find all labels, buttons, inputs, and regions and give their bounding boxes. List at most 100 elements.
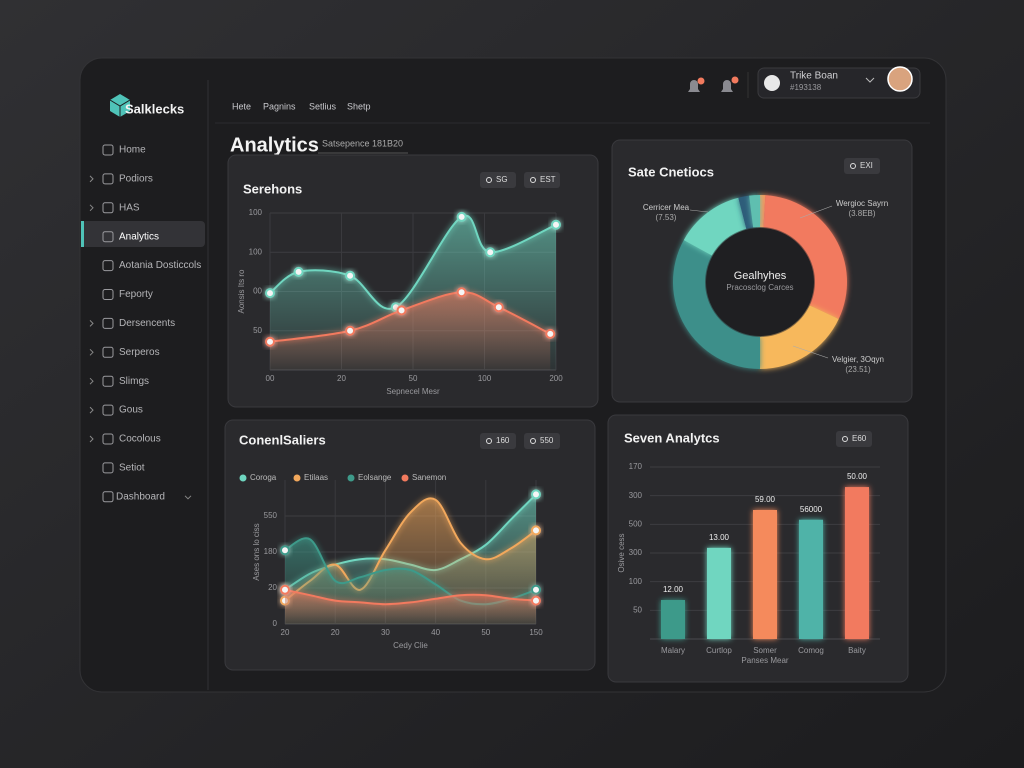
nav-item[interactable]: Aotania Dosticcols	[119, 260, 201, 271]
nav-item[interactable]: Slimgs	[119, 376, 149, 387]
notification-bell[interactable]	[721, 80, 733, 92]
nav-chevron	[89, 175, 94, 183]
button-icon	[486, 438, 492, 444]
nav-item[interactable]: Podiors	[119, 174, 153, 185]
point-marker	[545, 328, 556, 339]
notification-bell[interactable]	[688, 80, 700, 92]
nav-item[interactable]: Cocolous	[119, 434, 161, 445]
top-nav-item[interactable]: Shetp	[347, 101, 371, 111]
nav-icon	[102, 375, 114, 387]
top-nav-item[interactable]: Pagnins	[263, 101, 296, 111]
bar	[661, 600, 685, 639]
nav-icon	[102, 433, 114, 445]
nav-item[interactable]: Serperos	[119, 347, 160, 358]
user-name: Trike Boan	[790, 71, 838, 82]
nav-icon	[102, 404, 114, 416]
x-tick-label: 20	[331, 628, 340, 637]
top-nav-item[interactable]: Hete	[232, 101, 251, 111]
nav-item[interactable]: Analytics	[119, 231, 159, 242]
x-axis-label: Panses Mear	[741, 656, 788, 665]
point-marker	[485, 247, 496, 258]
notification-badge	[697, 77, 705, 85]
legend-label: Coroga	[250, 473, 277, 482]
donut-slice	[760, 195, 766, 228]
nav-item[interactable]: Setiot	[119, 463, 145, 474]
nav-chevron	[184, 495, 192, 500]
panel-button[interactable]	[524, 433, 560, 449]
nav-icon	[102, 346, 114, 358]
y-tick-label: 50	[253, 326, 262, 335]
chart-title: Sate Cnetiocs	[628, 164, 714, 179]
nav-icon	[102, 317, 114, 329]
bar-annotation: 50.00	[847, 472, 868, 481]
chart-title: Serehons	[243, 181, 302, 196]
x-tick-label: Comog	[798, 646, 824, 655]
nav-item[interactable]: Dersencents	[119, 318, 175, 329]
nav-item[interactable]: HAS	[119, 202, 140, 213]
nav-item[interactable]: Gous	[119, 405, 143, 416]
point-marker	[456, 211, 467, 222]
donut-slice	[763, 195, 847, 320]
button-label: SG	[496, 175, 508, 184]
panel-button[interactable]	[480, 172, 516, 188]
nav-item[interactable]: Feporty	[119, 289, 153, 300]
button-icon	[486, 177, 492, 183]
nav-icon	[102, 173, 114, 185]
legend-label: Sanemon	[412, 473, 446, 482]
nav-chevron	[89, 320, 94, 327]
annotation-value: (23.51)	[845, 365, 871, 374]
donut-slice	[749, 195, 760, 228]
y-tick-label: 170	[629, 462, 643, 471]
legend-swatch	[347, 474, 355, 482]
nav-chevron	[89, 406, 94, 414]
x-axis-label: Sepnecel Mesr	[386, 387, 440, 396]
x-tick-label: Malary	[661, 646, 685, 655]
annotation-value: (7.53)	[656, 213, 677, 222]
x-tick-label: 50	[481, 628, 490, 637]
panel-button[interactable]	[480, 433, 516, 449]
point-marker	[551, 219, 561, 230]
donut-hole	[706, 228, 814, 336]
nav-icon	[102, 231, 114, 243]
y-tick-label: 20	[268, 583, 277, 592]
line	[284, 588, 537, 606]
nav-chevron	[89, 377, 94, 385]
point-marker	[531, 525, 541, 536]
bar	[707, 547, 731, 639]
y-tick-label: 100	[249, 208, 263, 217]
x-tick-label: 200	[549, 374, 563, 383]
user-box[interactable]	[757, 67, 921, 99]
panel-button[interactable]	[836, 431, 872, 447]
donut-slice	[738, 195, 754, 229]
donut-slice	[683, 197, 747, 256]
annotation-text: Wergioc Sayrn	[836, 199, 888, 208]
donut-center-subtitle: Pracosclog Carces	[726, 283, 793, 292]
notification-badge	[731, 76, 739, 84]
point-marker	[265, 336, 275, 347]
user-chevron[interactable]	[865, 77, 875, 83]
point-marker	[280, 584, 290, 595]
active-item-marker	[81, 221, 84, 247]
point-marker	[396, 305, 407, 316]
point-marker	[345, 270, 356, 281]
button-label: E60	[852, 434, 867, 443]
y-tick-label: 0	[273, 619, 278, 628]
donut-slice	[760, 305, 839, 369]
annotation-text: Velgier, 3Oqyn	[832, 355, 884, 364]
panel-button[interactable]	[844, 158, 880, 174]
x-tick-label: 40	[431, 628, 440, 637]
x-tick-label: Curtlop	[706, 646, 732, 655]
point-marker	[531, 489, 541, 500]
y-tick-label: 100	[629, 577, 643, 586]
y-axis-label: Osive cess	[617, 533, 626, 572]
button-icon	[530, 438, 536, 444]
annotation-leader	[689, 209, 709, 213]
nav-item[interactable]: Home	[119, 145, 146, 156]
panel-button[interactable]	[524, 172, 560, 188]
avatar[interactable]	[887, 66, 913, 92]
point-marker	[265, 288, 275, 299]
top-nav-item[interactable]: Setlius	[309, 101, 337, 111]
nav-item[interactable]: Dashboard	[116, 491, 165, 502]
x-tick-label: 100	[478, 374, 492, 383]
